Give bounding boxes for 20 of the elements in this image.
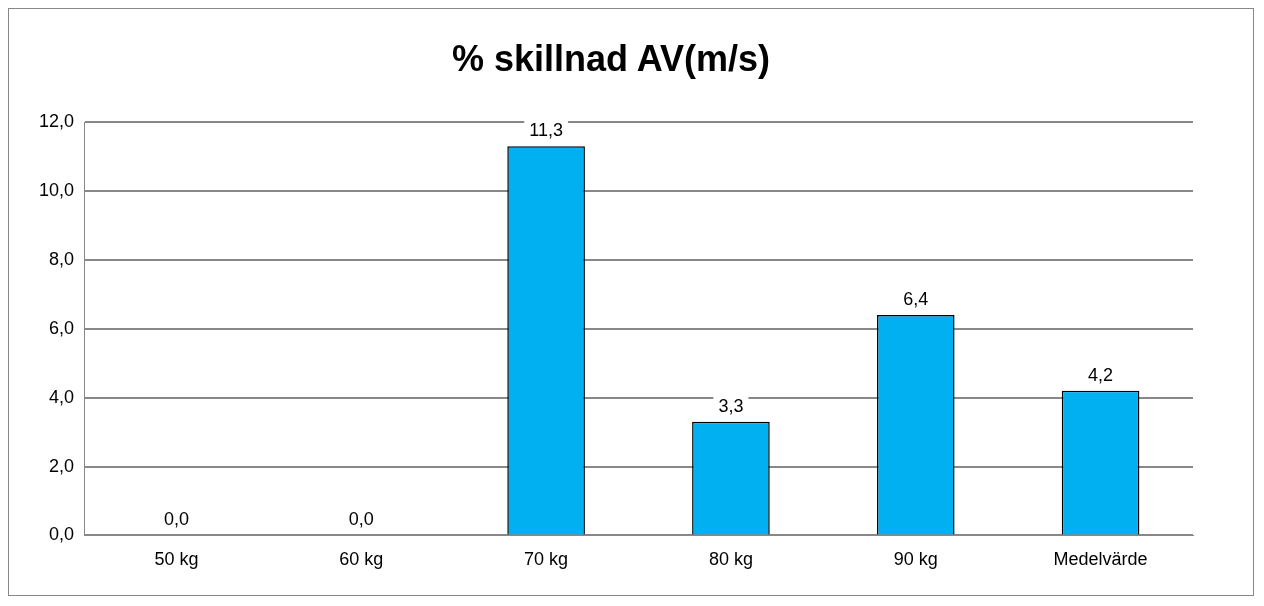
data-label: 4,2 (1088, 364, 1114, 385)
data-label: 11,3 (529, 120, 563, 141)
y-tick-label: 8,0 (49, 248, 75, 269)
y-tick-label: 2,0 (49, 455, 75, 476)
x-tick-label: 90 kg (893, 549, 938, 570)
y-tick-label: 12,0 (38, 111, 75, 132)
chart-title: % skillnad AV(m/s) (451, 37, 771, 79)
x-tick-label: 80 kg (708, 549, 753, 570)
x-tick-label: Medelvärde (1053, 549, 1148, 570)
y-tick-label: 4,0 (49, 386, 75, 407)
data-label: 0,0 (163, 509, 189, 530)
x-tick-label: 50 kg (154, 549, 199, 570)
y-tick-label: 10,0 (38, 180, 75, 201)
y-tick-label: 6,0 (49, 317, 75, 338)
x-tick-label: 70 kg (524, 549, 569, 570)
x-tick-label: 60 kg (339, 549, 384, 570)
data-label: 3,3 (718, 395, 744, 416)
data-label: 6,4 (903, 289, 929, 309)
data-label: 0,0 (348, 509, 374, 530)
y-tick-label: 0,0 (49, 524, 75, 545)
